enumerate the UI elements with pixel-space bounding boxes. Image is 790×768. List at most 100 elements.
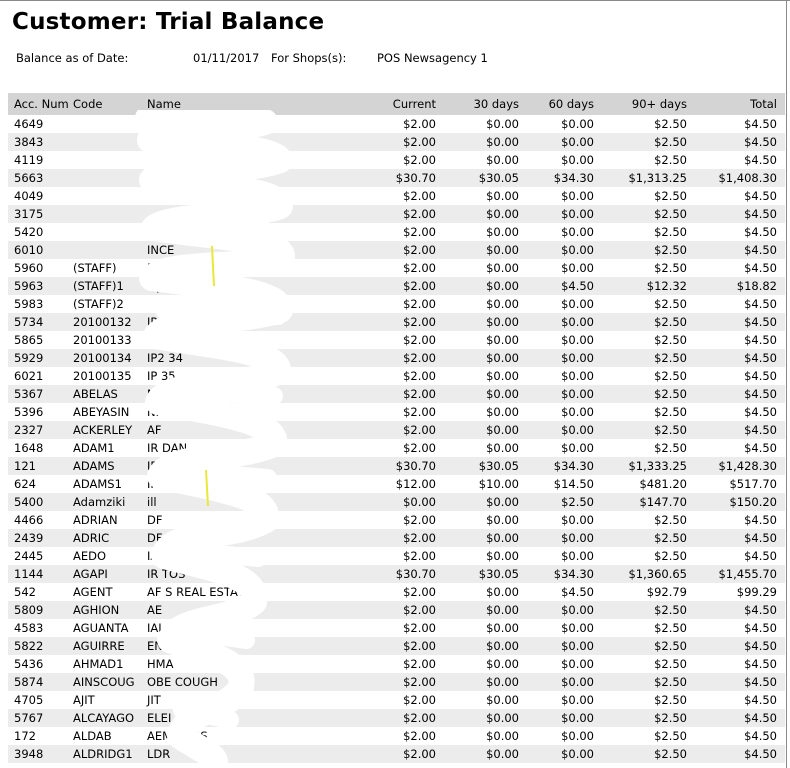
table-row[interactable]: 5420 $2.00 $0.00 $0.00 $2.50 $4.50 [8,223,785,241]
cell-d60: $0.00 [561,711,594,725]
table-row[interactable]: 1648 ADAM1 IR DAN $2.00 $0.00 $0.00 $2.50 $4.50 [8,439,785,457]
cell-d60: $34.30 [553,171,594,185]
cell-current: $2.00 [403,657,436,671]
cell-d30: $0.00 [486,387,519,401]
column-header-code[interactable]: Code [73,97,103,111]
cell-d90: $2.50 [654,729,687,743]
table-row[interactable]: 5809 AGHION AE $2.00 $0.00 $0.00 $2.50 $4.50 [8,601,785,619]
cell-d60: $0.00 [561,747,594,761]
table-row[interactable]: 121 ADAMS IR $30.70 $30.05 $34.30 $1,333.25 $1,… [8,457,785,475]
cell-d30: $0.00 [486,297,519,311]
cell-current: $2.00 [403,333,436,347]
table-row[interactable]: 1144 AGAPI IR TOS $30.70 $30.05 $34.30 $1,360.… [8,565,785,583]
table-row[interactable]: 4649 $2.00 $0.00 $0.00 $2.50 $4.50 [8,115,785,133]
table-row[interactable]: 6010 INCE $2.00 $0.00 $0.00 $2.50 $4.50 [8,241,785,259]
table-row[interactable]: 172 ALDAB AEM ABOS $2.00 $0.00 $0.00 $2.50 $4.5… [8,727,785,745]
cell-total: $1,408.30 [718,171,777,185]
table-row[interactable]: 5400 Adamziki ill $0.00 $0.00 $2.50 $147.70 $15… [8,493,785,511]
column-header-60-days[interactable]: 60 days [548,97,594,111]
table-row[interactable]: 2439 ADRIC DF $2.00 $0.00 $0.00 $2.50 $4.50 [8,529,785,547]
table-row[interactable]: 4049 $2.00 $0.00 $0.00 $2.50 $4.50 [8,187,785,205]
cell-code: AGENT [73,585,113,599]
shops-label: For Shops(s): [271,51,347,65]
cell-name: IR TOS [147,567,186,581]
column-header-total[interactable]: Total [750,97,777,111]
table-row[interactable]: 4466 ADRIAN DF $2.00 $0.00 $0.00 $2.50 $4.50 [8,511,785,529]
table-row[interactable]: 5960 (STAFF) ESS ( FF) $2.00 $0.00 $0.00 $2.50… [8,259,785,277]
table-row[interactable]: 5663 $30.70 $30.05 $34.30 $1,313.25 $1,408.30 [8,169,785,187]
cell-total: $4.50 [744,441,777,455]
cell-current: $2.00 [403,189,436,203]
cell-d90: $2.50 [654,711,687,725]
column-header-30-days[interactable]: 30 days [473,97,519,111]
cell-total: $4.50 [744,405,777,419]
cell-d60: $4.50 [561,279,594,293]
cell-code: (STAFF)1 [73,279,124,293]
table-row[interactable]: 5822 AGUIRRE ENE E $2.00 $0.00 $0.00 $2.50 $4.5… [8,637,785,655]
cell-d60: $0.00 [561,603,594,617]
cell-code: ADRIC [73,531,110,545]
cell-d60: $0.00 [561,693,594,707]
table-row[interactable]: 5865 20100133 IP2 33 $2.00 $0.00 $0.00 $2.50 $4… [8,331,785,349]
cell-name: LDR [147,747,171,761]
table-row[interactable]: 4705 AJIT JIT $2.00 $0.00 $0.00 $2.50 $4.50 [8,691,785,709]
table-row[interactable]: 5963 (STAFF)1 IEJEN AFF) $2.00 $0.00 $4.50 $12… [8,277,785,295]
cell-code: ADAMS [73,459,115,473]
table-row[interactable]: 5767 ALCAYAGO ELEI AGO $2.00 $0.00 $0.00 $2.50… [8,709,785,727]
cell-acc: 3175 [14,207,44,221]
cell-d60: $0.00 [561,189,594,203]
table-row[interactable]: 3948 ALDRIDG1 LDR $2.00 $0.00 $0.00 $2.50 $4.50 [8,745,785,763]
cell-d60: $14.50 [553,477,594,491]
cell-acc: 4583 [14,621,44,635]
cell-d90: $2.50 [654,387,687,401]
cell-current: $2.00 [403,351,436,365]
table-row[interactable]: 5367 ABELAS NT ABELAS $2.00 $0.00 $0.00 $2.50 $… [8,385,785,403]
cell-total: $4.50 [744,549,777,563]
cell-total: $4.50 [744,351,777,365]
cell-current: $2.00 [403,261,436,275]
table-row[interactable]: 5874 AINSCOUG OBE COUGH $2.00 $0.00 $0.00 $2.5… [8,673,785,691]
table-row[interactable]: 3843 $2.00 $0.00 $0.00 $2.50 $4.50 [8,133,785,151]
table-row[interactable]: 5436 AHMAD1 HMA $2.00 $0.00 $0.00 $2.50 $4.50 [8,655,785,673]
table-row[interactable]: 5983 (STAFF)2 $2.00 $0.00 $0.00 $2.50 $4.50 [8,295,785,313]
cell-total: $4.50 [744,369,777,383]
column-header-current[interactable]: Current [392,97,436,111]
cell-code: ABEYASIN [73,405,130,419]
cell-total: $4.50 [744,315,777,329]
column-header-90-plus-days[interactable]: 90+ days [631,97,687,111]
cell-d90: $2.50 [654,369,687,383]
cell-current: $2.00 [403,387,436,401]
cell-d60: $0.00 [561,333,594,347]
table-row[interactable]: 2327 ACKERLEY AF $2.00 $0.00 $0.00 $2.50 $4.50 [8,421,785,439]
cell-acc: 5963 [14,279,44,293]
cell-d90: $2.50 [654,333,687,347]
column-header-name[interactable]: Name [147,97,181,111]
table-row[interactable]: 4119 $2.00 $0.00 $0.00 $2.50 $4.50 [8,151,785,169]
table-row[interactable]: 5734 20100132 IP20 32 $2.00 $0.00 $0.00 $2.50 $… [8,313,785,331]
cell-d30: $0.00 [486,675,519,689]
cell-acc: 5400 [14,495,44,509]
table-row[interactable]: 4583 AGUANTA IAI $2.00 $0.00 $0.00 $2.50 $4.50 [8,619,785,637]
cell-d90: $2.50 [654,207,687,221]
cell-name: ill [147,495,157,509]
table-row[interactable]: 6021 20100135 IP 35 $2.00 $0.00 $0.00 $2.50 $4.… [8,367,785,385]
column-header-acc-num[interactable]: Acc. Num [14,97,69,111]
cell-current: $2.00 [403,549,436,563]
table-row[interactable]: 5396 ABEYASIN NM $2.00 $0.00 $0.00 $2.50 $4.50 [8,403,785,421]
table-row[interactable]: 3175 $2.00 $0.00 $0.00 $2.50 $4.50 [8,205,785,223]
cell-d30: $0.00 [486,423,519,437]
table-row[interactable]: 2445 AEDO IAI $2.00 $0.00 $0.00 $2.50 $4.50 [8,547,785,565]
cell-name: AEM ABOS [147,729,208,743]
cell-d30: $0.00 [486,135,519,149]
cell-d30: $0.00 [486,531,519,545]
cell-acc: 1144 [14,567,44,581]
table-row[interactable]: 542 AGENT AF S REAL ESTATE A $2.00 $0.00 $4.5… [8,583,785,601]
cell-d90: $2.50 [654,639,687,653]
table-row[interactable]: 624 ADAMS1 IR AMS $12.00 $10.00 $14.50 $481.20… [8,475,785,493]
cell-name: OBE COUGH [147,675,218,689]
cell-total: $1,455.70 [718,567,777,581]
balance-date-label: Balance as of Date: [16,51,129,65]
cell-code: 20100134 [73,351,132,365]
table-row[interactable]: 5929 20100134 IP2 34 $2.00 $0.00 $0.00 $2.50 $4… [8,349,785,367]
cell-acc: 4649 [14,117,44,131]
